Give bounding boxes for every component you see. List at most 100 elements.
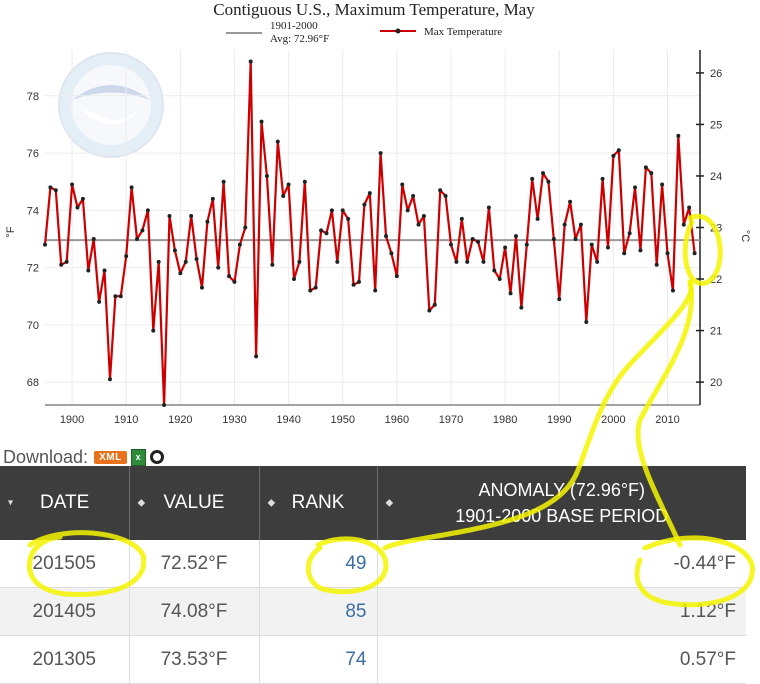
sort-desc-icon: ▾ <box>8 497 14 509</box>
data-point <box>497 277 502 282</box>
data-point <box>389 251 394 256</box>
y2-tick-label: 24 <box>710 171 722 183</box>
data-point <box>102 268 107 273</box>
data-point <box>562 222 567 227</box>
data-point <box>649 171 654 176</box>
data-point <box>524 242 529 247</box>
column-label-value: VALUE <box>163 492 225 513</box>
data-point <box>416 222 421 227</box>
chart-legend: 1901-2000 Avg: 72.96°F Max Temperature <box>226 20 502 45</box>
x-tick-label: 1910 <box>114 414 138 426</box>
x-tick-label: 1930 <box>222 414 246 426</box>
data-point <box>589 242 594 247</box>
x-tick-label: 2000 <box>601 414 625 426</box>
data-point <box>205 219 210 224</box>
data-point <box>378 151 383 156</box>
data-point <box>308 288 313 293</box>
data-point <box>508 291 513 296</box>
data-point <box>145 208 150 213</box>
column-header-value[interactable]: ◆ VALUE <box>129 466 260 540</box>
data-point <box>156 259 161 264</box>
data-point <box>681 222 686 227</box>
data-point <box>432 302 437 307</box>
data-point <box>557 297 562 302</box>
data-point <box>232 279 237 284</box>
xml-download-icon[interactable]: XML <box>94 450 127 464</box>
data-point <box>227 274 232 279</box>
x-tick-label: 1970 <box>439 414 463 426</box>
y-tick-label: 72 <box>27 263 39 275</box>
column-header-rank[interactable]: ◆ RANK <box>259 466 378 540</box>
column-label-anomaly-line1: ANOMALY (72.96°F) <box>478 480 646 500</box>
data-table: ▾ DATE ◆ VALUE ◆ RANK ◆ ANOMALY (72.96°F… <box>0 466 746 684</box>
y2-tick-label: 20 <box>710 377 722 389</box>
temperature-chart: Contiguous U.S., Maximum Temperature, Ma… <box>5 0 751 426</box>
data-point <box>189 214 194 219</box>
data-point <box>286 182 291 187</box>
table-row: 201505 72.52°F 49 -0.44°F <box>0 540 746 588</box>
data-point <box>643 165 648 170</box>
data-point <box>270 262 275 267</box>
data-point <box>129 185 134 190</box>
y-tick-label: 74 <box>27 205 39 217</box>
data-point <box>313 285 318 290</box>
json-download-icon[interactable] <box>149 450 164 464</box>
x-tick-label: 1920 <box>168 414 192 426</box>
data-point <box>324 231 329 236</box>
data-point <box>519 305 524 310</box>
x-tick-label: 1900 <box>60 414 84 426</box>
data-point <box>302 179 307 184</box>
data-point <box>124 254 129 259</box>
data-point <box>638 248 643 253</box>
legend-baseline-label: 1901-2000 <box>270 20 318 32</box>
data-point <box>335 259 340 264</box>
data-point <box>172 248 177 253</box>
data-point <box>297 259 302 264</box>
y-tick-label: 68 <box>27 377 39 389</box>
cell-anomaly: 0.57°F <box>377 635 746 684</box>
data-point <box>97 299 102 304</box>
column-header-anomaly[interactable]: ◆ ANOMALY (72.96°F) 1901-2000 BASE PERIO… <box>377 466 746 540</box>
table-row: 201305 73.53°F 74 0.57°F <box>0 635 746 684</box>
y2-tick-label: 21 <box>710 326 722 338</box>
y2-tick-label: 22 <box>710 274 722 286</box>
data-point <box>676 133 681 138</box>
data-point <box>481 259 486 264</box>
x-tick-label: 1940 <box>276 414 300 426</box>
cell-rank-link[interactable]: 85 <box>259 587 378 636</box>
noaa-watermark <box>58 52 164 158</box>
cell-date: 201305 <box>0 635 130 684</box>
data-point <box>546 179 551 184</box>
cell-rank-link[interactable]: 74 <box>259 635 378 684</box>
data-point <box>356 279 361 284</box>
data-point <box>86 268 91 273</box>
data-point <box>573 236 578 241</box>
cell-anomaly: -0.44°F <box>377 540 746 588</box>
download-label: Download: <box>3 446 89 467</box>
y-axis-label-left: °F <box>5 226 17 237</box>
y2-tick-label: 26 <box>710 68 722 80</box>
data-point <box>568 199 573 204</box>
data-point <box>113 294 118 299</box>
y2-tick-label: 23 <box>710 223 722 235</box>
csv-download-icon[interactable]: x <box>130 448 146 466</box>
cell-value: 74.08°F <box>129 587 260 636</box>
data-point <box>199 285 204 290</box>
data-point <box>551 236 556 241</box>
column-header-date[interactable]: ▾ DATE <box>0 466 130 540</box>
column-label-rank: RANK <box>291 492 345 513</box>
data-point <box>465 259 470 264</box>
data-point <box>221 179 226 184</box>
data-point <box>600 176 605 181</box>
data-point <box>329 208 334 213</box>
data-point <box>470 236 475 241</box>
sort-icon: ◆ <box>267 497 276 509</box>
data-point <box>627 231 632 236</box>
x-tick-label: 1990 <box>547 414 571 426</box>
data-point <box>319 228 324 233</box>
data-point <box>151 328 156 333</box>
data-point <box>194 256 199 261</box>
cell-rank-link[interactable]: 49 <box>259 540 378 588</box>
data-point <box>616 148 621 153</box>
data-point <box>611 153 616 158</box>
